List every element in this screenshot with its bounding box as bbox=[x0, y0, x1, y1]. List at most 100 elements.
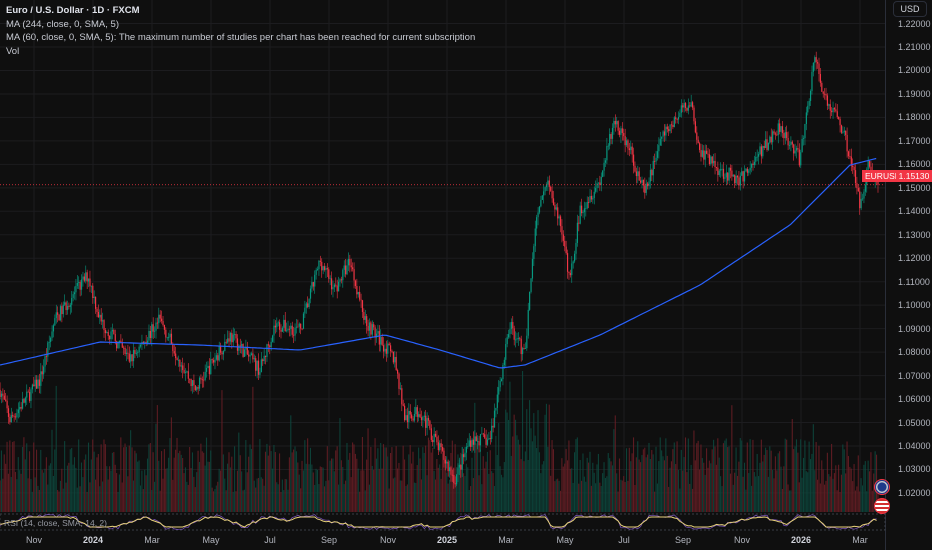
volume-bar bbox=[496, 454, 498, 512]
candle bbox=[859, 191, 861, 209]
volume-bar bbox=[769, 446, 771, 512]
candle bbox=[454, 483, 456, 485]
volume-legend[interactable]: Vol bbox=[6, 45, 20, 57]
volume-bar bbox=[332, 458, 334, 512]
candle bbox=[6, 400, 8, 409]
candle bbox=[811, 71, 813, 91]
volume-bar bbox=[161, 451, 163, 512]
volume-bar bbox=[815, 442, 817, 512]
candle bbox=[256, 360, 258, 371]
candle bbox=[801, 138, 803, 153]
candle bbox=[654, 160, 656, 162]
volume-bar bbox=[596, 464, 598, 512]
volume-bar bbox=[812, 424, 814, 512]
candle bbox=[458, 464, 461, 468]
volume-bar bbox=[682, 470, 684, 512]
candle bbox=[794, 150, 796, 154]
candle bbox=[110, 331, 112, 340]
volume-bar bbox=[342, 467, 344, 512]
volume-bar bbox=[41, 470, 43, 512]
volume-bar bbox=[357, 468, 359, 512]
candle bbox=[489, 438, 491, 440]
candle bbox=[76, 282, 78, 286]
candle bbox=[99, 314, 101, 318]
volume-bar bbox=[221, 390, 223, 512]
volume-bar bbox=[656, 483, 658, 512]
volume-bar bbox=[581, 480, 583, 512]
volume-bar bbox=[624, 481, 626, 512]
volume-bar bbox=[762, 461, 764, 512]
volume-bar bbox=[641, 455, 643, 512]
candle bbox=[391, 351, 393, 352]
candle bbox=[430, 428, 432, 440]
volume-bar bbox=[166, 468, 168, 512]
candle bbox=[486, 439, 489, 445]
volume-bar bbox=[196, 472, 198, 512]
candle bbox=[502, 364, 504, 380]
candle bbox=[498, 387, 500, 395]
volume-bar bbox=[582, 453, 584, 512]
candle bbox=[750, 163, 753, 168]
candle bbox=[359, 291, 361, 300]
candle bbox=[51, 331, 53, 338]
candle bbox=[687, 105, 689, 111]
candle bbox=[291, 325, 293, 335]
volume-bar bbox=[644, 447, 646, 512]
volume-bar bbox=[78, 439, 80, 512]
volume-bar bbox=[26, 443, 28, 512]
volume-bar bbox=[479, 449, 481, 512]
volume-bar bbox=[777, 453, 779, 512]
price-tick: 1.15000 bbox=[898, 182, 931, 193]
volume-bar bbox=[33, 442, 35, 512]
candle bbox=[531, 258, 534, 279]
ma244-legend[interactable]: MA (244, close, 0, SMA, 5) bbox=[6, 18, 119, 30]
candle bbox=[606, 145, 608, 161]
time-tick: 2024 bbox=[82, 535, 104, 545]
volume-bar bbox=[735, 447, 737, 512]
volume-bar bbox=[92, 439, 94, 512]
volume-bar bbox=[183, 473, 185, 512]
candle bbox=[710, 156, 712, 165]
volume-bar bbox=[329, 460, 331, 512]
volume-bar bbox=[40, 449, 42, 512]
volume-bar bbox=[611, 465, 614, 512]
volume-bar bbox=[279, 453, 281, 512]
volume-bar bbox=[349, 452, 351, 512]
volume-bar bbox=[47, 484, 49, 512]
candle bbox=[479, 434, 482, 446]
volume-bar bbox=[13, 441, 15, 512]
volume-bar bbox=[54, 449, 56, 512]
candle bbox=[791, 141, 793, 145]
volume-bar bbox=[145, 475, 147, 512]
volume-bar bbox=[295, 451, 297, 512]
us-flag-icon[interactable] bbox=[874, 498, 890, 514]
candle bbox=[243, 349, 246, 357]
volume-bar bbox=[231, 456, 233, 512]
currency-button[interactable]: USD bbox=[893, 1, 927, 17]
price-tick: 1.09000 bbox=[898, 323, 931, 334]
candle bbox=[701, 150, 704, 157]
candle bbox=[450, 467, 452, 475]
candle bbox=[17, 409, 19, 414]
volume-bar bbox=[165, 468, 167, 512]
candle bbox=[75, 285, 77, 293]
candle bbox=[364, 316, 366, 320]
volume-bar bbox=[308, 464, 310, 512]
candle bbox=[545, 184, 548, 188]
candle bbox=[385, 348, 387, 354]
candle bbox=[648, 181, 650, 187]
symbol-title[interactable]: Euro / U.S. Dollar · 1D · FXCM bbox=[6, 5, 140, 16]
price-tick: 1.05000 bbox=[898, 417, 931, 428]
volume-bar bbox=[610, 461, 612, 512]
rsi-legend[interactable]: RSI (14, close, SMA, 14, 2) bbox=[4, 518, 107, 528]
volume-bar bbox=[87, 442, 90, 512]
volume-bar bbox=[340, 460, 342, 512]
eu-flag-icon[interactable] bbox=[874, 479, 890, 495]
candle bbox=[797, 148, 799, 150]
candle bbox=[304, 307, 306, 314]
ma60-legend[interactable]: MA (60, close, 0, SMA, 5): The maximum n… bbox=[6, 32, 476, 43]
candle bbox=[864, 184, 866, 192]
candle bbox=[90, 285, 92, 287]
candle bbox=[374, 327, 376, 338]
